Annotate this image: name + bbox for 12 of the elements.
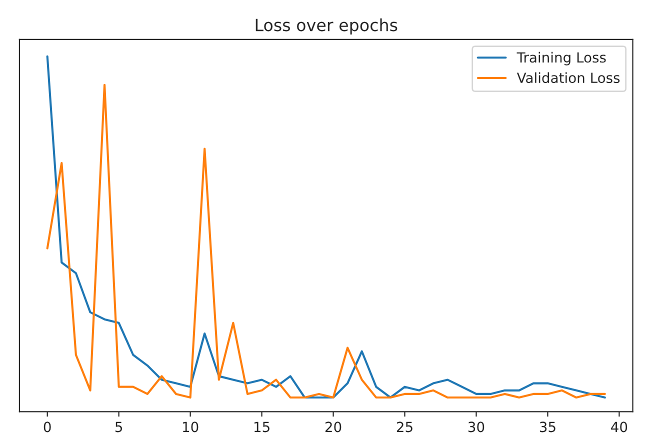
x-tick-label: 35	[540, 422, 556, 432]
x-tick-label: 20	[325, 422, 342, 432]
x-tick-label: 0	[44, 422, 51, 432]
legend-label: Validation Loss	[516, 72, 620, 84]
chart-title: Loss over epochs	[256, 18, 398, 35]
x-tick-label: 40	[611, 422, 628, 432]
legend-label: Training Loss	[516, 52, 606, 66]
x-tick-label: 25	[396, 422, 412, 432]
x-tick-label: 30	[468, 422, 484, 432]
x-tick-label: 10	[183, 422, 198, 432]
x-tick-label: 5	[115, 422, 122, 432]
x-tick-label: 15	[254, 422, 270, 432]
